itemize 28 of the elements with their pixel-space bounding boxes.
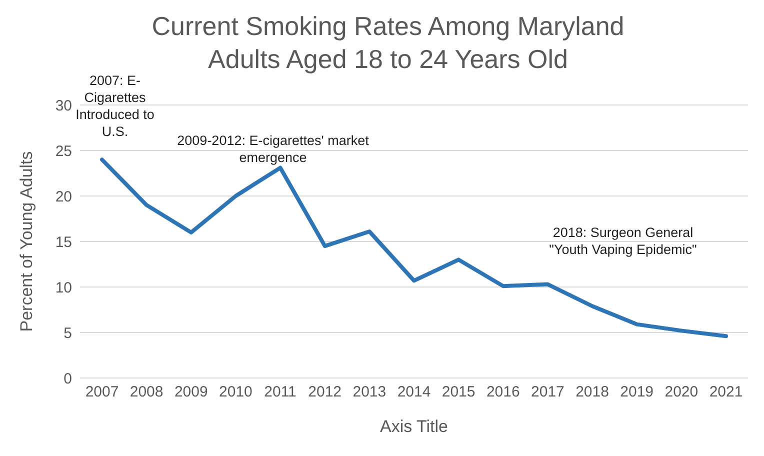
x-tick-label: 2017 — [531, 384, 564, 401]
y-tick-label: 5 — [64, 324, 72, 342]
chart-title: Current Smoking Rates Among Maryland Adults Aged 18 to 24 Years Old — [152, 11, 624, 74]
y-tick-label: 0 — [64, 370, 72, 388]
y-tick-label: 15 — [55, 234, 72, 251]
y-tick-label: 20 — [55, 188, 72, 206]
y-tick-label: 25 — [55, 142, 72, 160]
y-tick-label: 30 — [55, 97, 72, 114]
x-tick-label: 2018 — [576, 384, 609, 401]
x-tick-label: 2008 — [130, 384, 164, 401]
x-tick-label: 2019 — [620, 384, 654, 401]
x-tick-label: 2014 — [397, 384, 431, 401]
x-tick-label: 2013 — [352, 384, 386, 401]
x-tick-label: 2012 — [308, 384, 342, 401]
x-tick-label: 2009 — [174, 384, 208, 401]
y-axis-title: Percent of Young Adults — [17, 151, 36, 332]
y-tick-label: 10 — [55, 279, 72, 296]
x-tick-label: 2007 — [85, 384, 119, 401]
x-tick-label: 2020 — [664, 384, 698, 401]
x-tick-label: 2010 — [219, 384, 252, 401]
annotation: 2018: Surgeon General "Youth Vaping Epidemic" — [548, 224, 698, 258]
x-tick-label: 2016 — [486, 384, 520, 401]
x-tick-label: 2011 — [264, 384, 296, 401]
x-axis-title: Axis Title — [380, 417, 448, 436]
annotation: 2009-2012: E-cigarettes' market emergence — [176, 132, 370, 166]
x-tick-label: 2021 — [709, 384, 743, 401]
x-tick-label: 2015 — [442, 384, 476, 401]
annotation: 2007: E-Cigarettes Introduced to U.S. — [76, 73, 154, 139]
